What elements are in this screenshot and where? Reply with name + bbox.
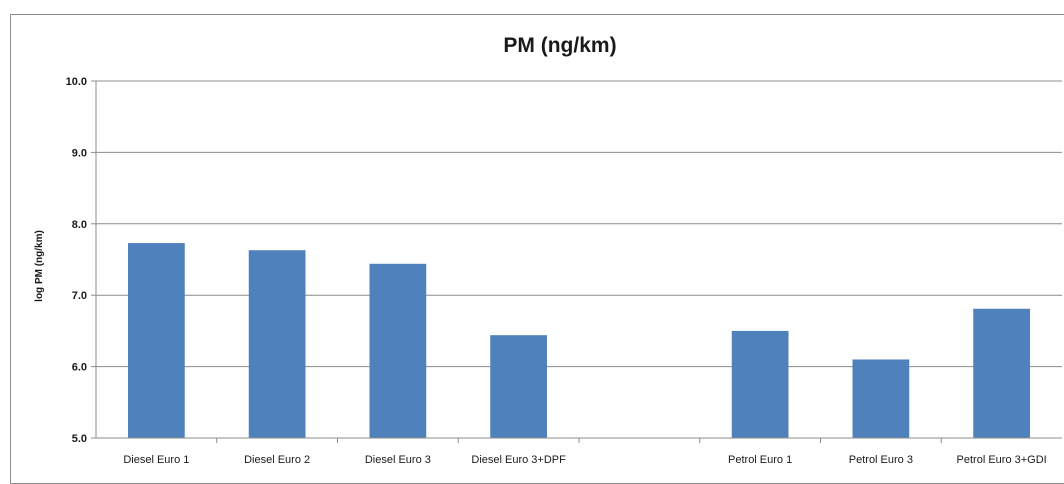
- bar: [248, 250, 306, 438]
- bar: [127, 243, 185, 438]
- x-tick-label: Diesel Euro 3+DPF: [471, 454, 566, 466]
- bar: [490, 335, 548, 438]
- bar: [369, 263, 427, 438]
- bar: [852, 359, 910, 438]
- bar: [973, 308, 1031, 438]
- x-tick-label: Diesel Euro 1: [123, 454, 189, 466]
- chart-title: PM (ng/km): [503, 34, 616, 57]
- y-tick-label: 5.0: [72, 433, 87, 445]
- bar: [731, 330, 789, 438]
- bar-chart: PM (ng/km) log PM (ng/km) 5.0 6.0 7.0 8.0 9.…: [34, 34, 1062, 466]
- y-tick-labels: 5.0 6.0 7.0 8.0 9.0 10.0: [66, 76, 87, 445]
- bars: [127, 243, 1031, 438]
- y-axis-label: log PM (ng/km): [34, 230, 45, 302]
- y-tick-label: 10.0: [66, 76, 87, 88]
- x-tick-label: Petrol Euro 3+GDI: [957, 454, 1047, 466]
- y-tick-label: 8.0: [72, 219, 87, 231]
- x-tick-label: Petrol Euro 3: [849, 454, 913, 466]
- x-tick-labels: Diesel Euro 1 Diesel Euro 2 Diesel Euro 3 D…: [123, 454, 1046, 466]
- x-tick-label: Petrol Euro 1: [728, 454, 792, 466]
- y-tick-label: 9.0: [72, 147, 87, 159]
- x-tick-label: Diesel Euro 2: [244, 454, 310, 466]
- y-tick-label: 6.0: [72, 362, 87, 374]
- x-tick-label: Diesel Euro 3: [365, 454, 431, 466]
- gridlines: [91, 80, 1062, 443]
- y-tick-label: 7.0: [72, 290, 87, 302]
